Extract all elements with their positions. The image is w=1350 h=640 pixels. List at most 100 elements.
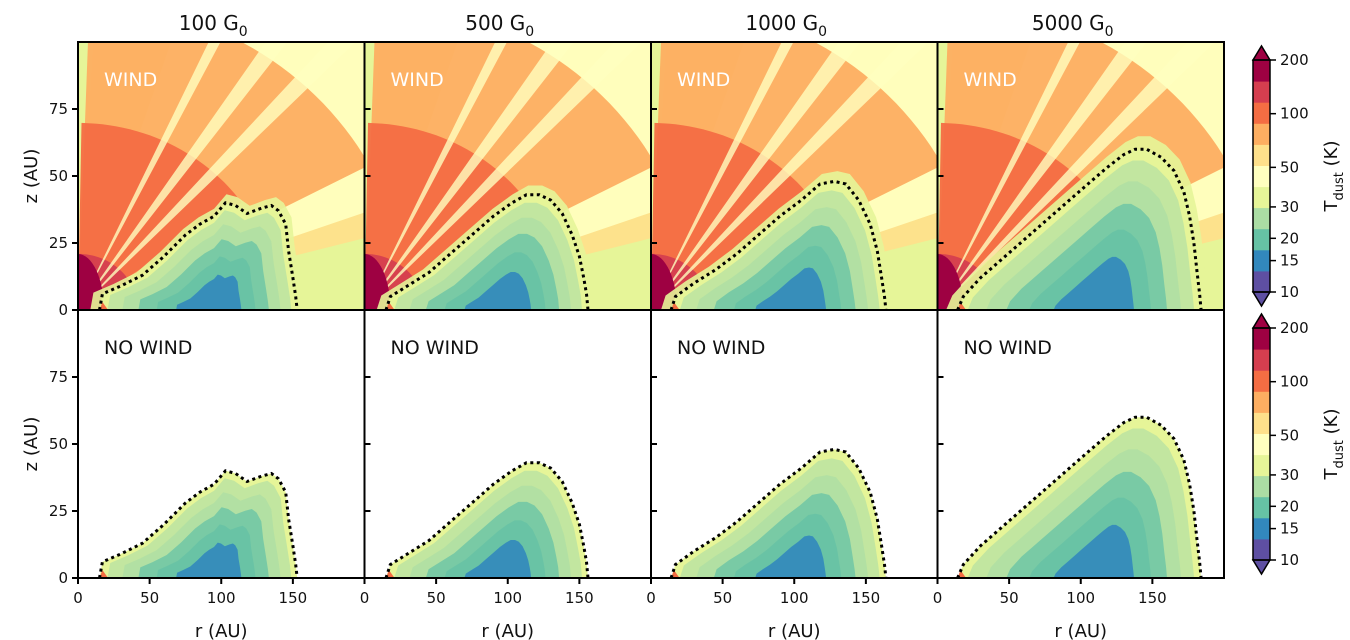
colorbar-swatch <box>1253 81 1270 103</box>
panel-no-wind-2 <box>384 461 590 578</box>
colorbar-label-units: (K) <box>1321 141 1342 173</box>
colorbar-swatch <box>1253 228 1270 251</box>
disk-boundary-line <box>669 447 888 578</box>
colorbar-tick-label: 100 <box>1280 105 1309 123</box>
column-title: 100 G0 <box>179 11 248 40</box>
disk-temperature-contour <box>755 267 827 310</box>
disk-temperature-contour <box>176 274 242 310</box>
y-tick-label: 75 <box>49 368 68 386</box>
wind-temperature-band <box>937 122 1102 310</box>
colorbar-swatch <box>1253 186 1270 209</box>
colorbars: 10 15 20 30 50 100 200 Tdust (K) 10 15 20 30 50 100 20… <box>1251 44 1347 576</box>
panel-row-label: WIND <box>964 69 1017 91</box>
x-tick-label: 0 <box>360 589 370 607</box>
x-tick-label: 0 <box>73 589 83 607</box>
disk-boundary-line <box>384 461 590 578</box>
colorbar-tick-label: 15 <box>1280 520 1299 538</box>
x-tick-label: 150 <box>1138 589 1167 607</box>
wind-streamer <box>78 42 288 310</box>
x-tick-label: 150 <box>279 589 308 607</box>
disk-boundary-line <box>98 469 299 578</box>
panel-row-label: NO WIND <box>104 337 192 359</box>
panel-row-label: NO WIND <box>391 337 479 359</box>
x-axis-label: r (AU) <box>1054 621 1107 640</box>
wind-streamer <box>937 42 1080 310</box>
wind-temperature-band <box>651 122 815 310</box>
colorbar-extend-max <box>1251 44 1272 61</box>
column-title-subscript: 0 <box>525 24 534 40</box>
x-tick-label: 100 <box>1066 589 1095 607</box>
colorbar-tick-label: 50 <box>1280 158 1299 176</box>
column-title-subscript: 0 <box>818 24 827 40</box>
x-tick-label: 50 <box>713 589 732 607</box>
disk-temperature-contour <box>464 540 532 578</box>
x-axis-label: r (AU) <box>195 621 248 640</box>
colorbar-swatch <box>1253 165 1270 188</box>
x-tick-label: 100 <box>493 589 522 607</box>
x-tick-label: 150 <box>852 589 881 607</box>
wind-temperature-band <box>78 122 242 310</box>
wind-streamer <box>364 42 643 310</box>
panel-row-label: WIND <box>104 69 157 91</box>
colorbar-label: Tdust (K) <box>1321 141 1347 213</box>
disk-inner-rim <box>99 570 109 578</box>
colorbar-swatch <box>1253 391 1270 413</box>
disk-boundary-line <box>956 415 1203 578</box>
x-tick-label: 0 <box>646 589 656 607</box>
y-axis-label: z (AU) <box>21 149 42 204</box>
y-tick-label: 50 <box>49 167 68 185</box>
colorbar-tick-label: 200 <box>1280 51 1309 69</box>
panel-wind-1 <box>78 42 365 310</box>
disk-temperature-contour <box>1053 256 1134 310</box>
x-tick-label: 100 <box>207 589 236 607</box>
panel-row-label: NO WIND <box>964 337 1052 359</box>
colorbar-swatch <box>1253 144 1270 166</box>
disk-temperature-contour <box>1053 524 1134 578</box>
colorbar-tick-label: 10 <box>1280 551 1299 569</box>
x-tick-label: 50 <box>140 589 159 607</box>
colorbar-swatch <box>1253 475 1270 498</box>
y-tick-label: 75 <box>49 100 68 118</box>
colorbar-swatch <box>1253 496 1270 519</box>
x-tick-label: 0 <box>933 589 943 607</box>
disk-temperature-contour <box>755 535 827 578</box>
wind-streamer <box>937 42 1216 310</box>
disk-temperature-contour <box>176 542 242 578</box>
colorbar-swatch <box>1253 370 1270 392</box>
colorbar-label-subscript: dust <box>1332 440 1347 468</box>
colorbar-swatch <box>1253 123 1270 145</box>
wind-streamer <box>651 42 861 310</box>
colorbar-swatch <box>1253 349 1270 371</box>
x-tick-label: 50 <box>1000 589 1019 607</box>
column-title-subscript: 0 <box>239 24 248 40</box>
disk-boundary-line <box>669 179 888 310</box>
y-tick-label: 50 <box>49 435 68 453</box>
colorbar-swatch <box>1253 270 1270 293</box>
wind-streamer <box>651 42 794 310</box>
wind-streamer <box>78 42 221 310</box>
colorbar-swatch <box>1253 412 1270 434</box>
panel-wind-3 <box>651 42 938 310</box>
colorbar-tick-label: 10 <box>1280 283 1299 301</box>
colorbar-extend-min <box>1251 559 1272 576</box>
y-tick-label: 25 <box>49 502 68 520</box>
column-title: 5000 G0 <box>1032 11 1114 40</box>
colorbar-extend-min <box>1251 291 1272 308</box>
x-tick-label: 50 <box>427 589 446 607</box>
x-tick-label: 100 <box>780 589 809 607</box>
column-title: 500 G0 <box>465 11 534 40</box>
disk-boundary-line <box>384 193 590 310</box>
colorbar-tick-label: 30 <box>1280 198 1299 216</box>
column-title-subscript: 0 <box>1105 24 1114 40</box>
colorbar-swatch <box>1253 60 1270 82</box>
panel-grid: WIND 0 25 50 75 WIND WIND WIND z (AU) NO WIND 0 25 5… <box>21 11 1225 640</box>
colorbar-1: 10 15 20 30 50 100 200 Tdust (K) <box>1251 44 1347 308</box>
colorbar-swatch <box>1253 328 1270 350</box>
panel-no-wind-1 <box>98 469 299 578</box>
colorbar-label-subscript: dust <box>1332 172 1347 200</box>
wind-streamer <box>364 42 574 310</box>
colorbar-frame <box>1252 327 1271 561</box>
panel-wind-4 <box>937 42 1224 310</box>
colorbar-label: Tdust (K) <box>1321 409 1347 481</box>
colorbar-frame <box>1252 59 1271 293</box>
